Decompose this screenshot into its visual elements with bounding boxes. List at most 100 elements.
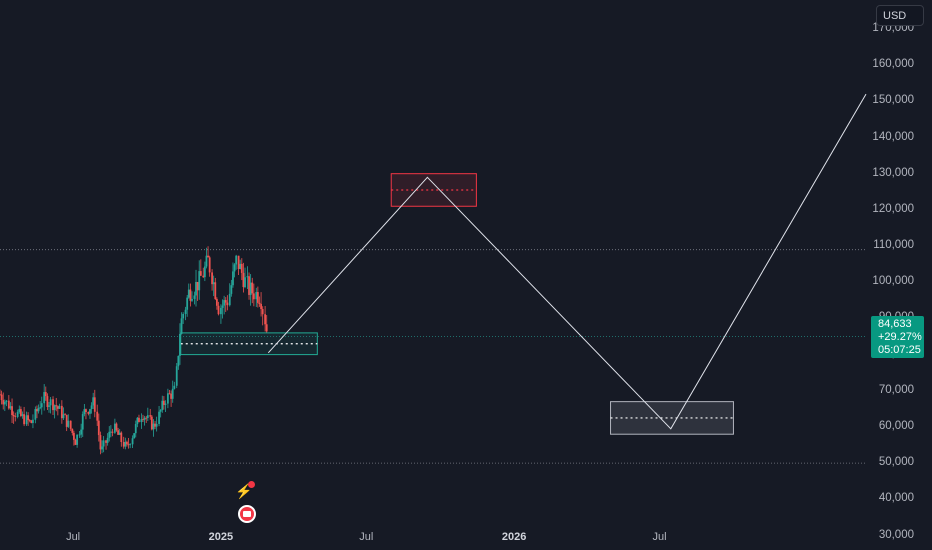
candle-body <box>108 431 111 438</box>
candle-body <box>184 309 187 314</box>
candle-body <box>216 299 218 306</box>
candle-body <box>217 305 220 315</box>
candle-body <box>19 409 22 416</box>
candle-body <box>155 423 158 427</box>
candle-body <box>80 429 83 435</box>
candle-body <box>65 414 68 427</box>
candle-body <box>258 302 261 304</box>
price-axis-label: 120,000 <box>872 202 914 215</box>
candle-body <box>242 272 245 288</box>
candle-body <box>49 399 52 406</box>
candle-body <box>64 414 66 416</box>
candle-body <box>52 399 54 411</box>
candle-body <box>46 396 49 407</box>
candle-body <box>166 393 169 404</box>
candle-body <box>212 282 215 285</box>
candle-body <box>134 424 137 434</box>
candle-body <box>124 441 127 447</box>
candle-body <box>113 423 116 433</box>
candle-body <box>44 392 47 397</box>
candle-body <box>73 432 75 440</box>
candle-body <box>32 419 34 423</box>
candle-body <box>11 406 13 415</box>
candle-body <box>127 444 130 446</box>
price-axis-label: 100,000 <box>872 275 914 288</box>
candle-body <box>255 292 258 300</box>
candle-body <box>131 438 134 445</box>
candle-body <box>12 414 15 417</box>
candle-body <box>126 441 128 445</box>
candle-body <box>36 409 38 412</box>
candle-body <box>40 403 43 408</box>
time-axis-label: 2026 <box>501 531 527 543</box>
candle-body <box>214 282 217 300</box>
candle-body <box>0 394 3 401</box>
candle-body <box>239 263 242 269</box>
candle-body <box>244 277 246 288</box>
candle-body <box>62 414 65 419</box>
candle-body <box>25 415 28 425</box>
candle-body <box>154 423 156 427</box>
candle-body <box>109 431 112 433</box>
candle-body <box>58 405 61 409</box>
candle-body <box>136 417 139 425</box>
candle-body <box>142 419 144 420</box>
candle-body <box>118 432 121 435</box>
candle-body <box>18 409 21 412</box>
candle-body <box>83 409 86 415</box>
price-axis-label: 160,000 <box>872 58 914 71</box>
candle-body <box>226 302 229 306</box>
candle-body <box>140 419 143 423</box>
candle-body <box>208 257 211 273</box>
candle-body <box>67 420 70 427</box>
candle-body <box>101 446 103 450</box>
last-price-change: +29.27% <box>878 331 922 343</box>
candle-body <box>198 271 201 291</box>
candlestick-series <box>0 246 268 455</box>
candle-body <box>182 313 185 319</box>
time-axis-label: Jul <box>652 531 667 543</box>
candle-body <box>211 272 213 285</box>
time-axis-label: Jul <box>66 531 81 543</box>
candle-body <box>120 432 123 443</box>
candle-body <box>202 275 205 278</box>
candle-body <box>150 416 153 430</box>
candle-body <box>0 394 1 396</box>
candle-body <box>164 403 167 405</box>
candle-body <box>23 414 26 425</box>
candle-body <box>97 420 100 436</box>
ai-event-icon[interactable]: ⚡ <box>235 481 255 500</box>
candle-body <box>69 420 72 429</box>
candle-body <box>232 271 234 286</box>
price-axis-label: 130,000 <box>872 166 914 179</box>
candle-body <box>228 293 231 306</box>
candle-body <box>53 405 56 411</box>
time-axis-label: 2025 <box>208 531 234 543</box>
price-axis-label: 40,000 <box>878 492 914 505</box>
candle-body <box>55 405 58 407</box>
candle-body <box>170 393 173 399</box>
currency-button[interactable]: USD <box>876 5 924 26</box>
price-zones <box>180 173 734 435</box>
candle-body <box>161 400 164 411</box>
us-flag-event-icon[interactable] <box>238 505 256 523</box>
candle-body <box>230 285 233 294</box>
candle-body <box>39 407 42 409</box>
candle-body <box>71 428 74 433</box>
candle-body <box>177 355 180 367</box>
candle-body <box>221 305 224 308</box>
candle-body <box>145 417 148 419</box>
candle-body <box>56 406 59 409</box>
candle-body <box>2 400 5 405</box>
last-price-label: 84,633 +29.27% 05:07:25 <box>871 316 924 358</box>
price-axis-label: 110,000 <box>873 239 914 252</box>
candle-body <box>28 420 31 421</box>
candle-body <box>85 409 87 413</box>
candle-body <box>102 440 105 447</box>
candle-body <box>249 282 252 295</box>
candle-body <box>179 333 181 356</box>
candle-body <box>162 400 165 405</box>
candle-body <box>191 298 193 301</box>
candle-body <box>89 409 91 414</box>
